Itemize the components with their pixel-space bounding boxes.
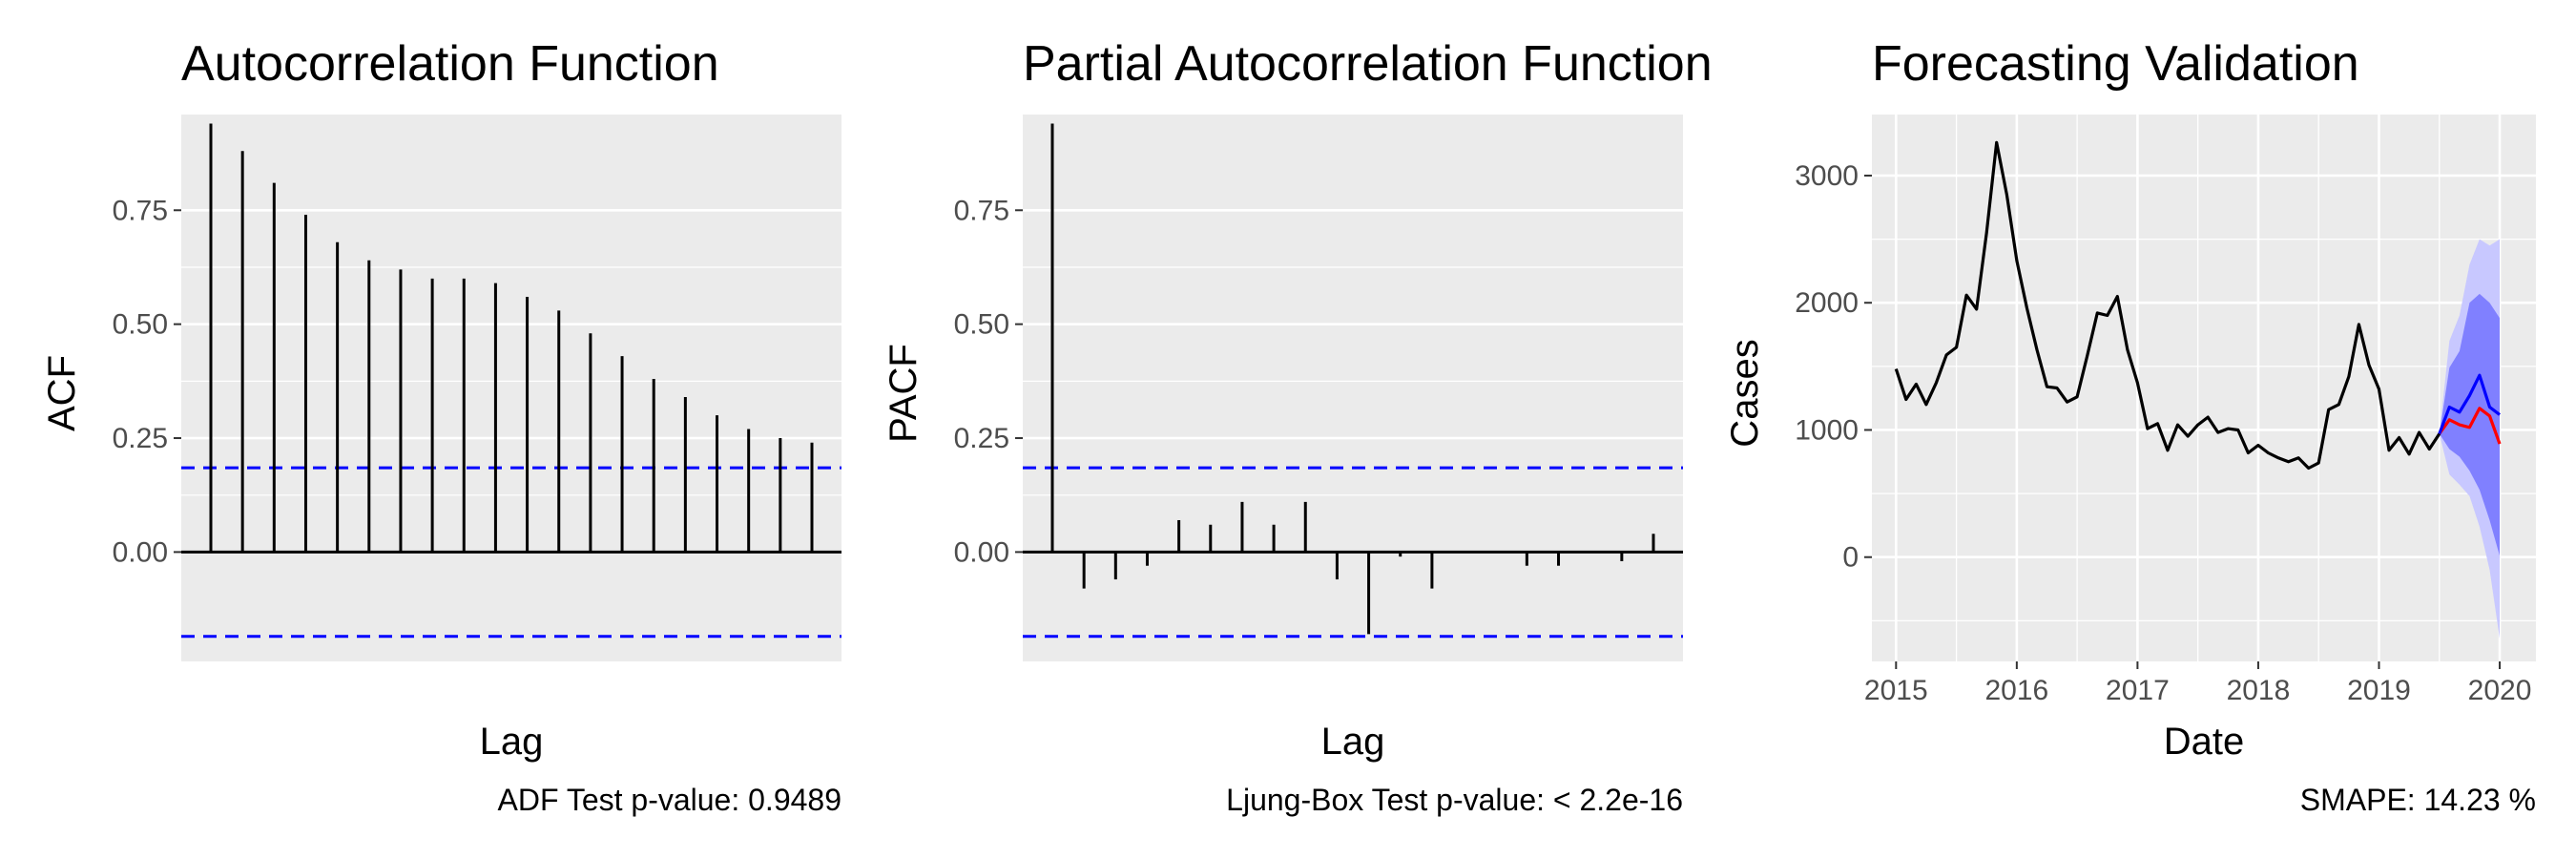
forecast-y-tick-label: 0: [1842, 542, 1859, 574]
pacf-y-tick-label: 0.75: [954, 195, 1009, 226]
acf-ylabel: ACF: [41, 355, 83, 431]
forecast-caption: SMAPE: 14.23 %: [2300, 783, 2536, 817]
forecast-panel: Forecasting Validation 2015 2016 2017 2018 2…: [1724, 36, 2536, 817]
forecast-x-tick-label: 2016: [1984, 675, 2048, 706]
acf-panel-background: [181, 115, 841, 661]
actual-test-series-line: [2438, 407, 2502, 445]
forecast-x-tick-label: 2019: [2347, 675, 2411, 706]
pacf-caption: Ljung-Box Test p-value: < 2.2e-16: [1226, 783, 1683, 817]
pacf-y-tick-label: 0.25: [954, 423, 1009, 454]
pacf-title-clip: Partial Autocorrelation Function: [1023, 36, 1713, 92]
forecast-x-tick-label: 2015: [1864, 675, 1928, 706]
pacf-title: Partial Autocorrelation Function: [1023, 36, 1713, 92]
pacf-y-tick-label: 0.00: [954, 536, 1009, 568]
acf-xlabel: Lag: [480, 721, 544, 763]
forecast-plot: 2015 2016 2017 2018 2019 2020 0 1000 2000 3000: [1795, 115, 2536, 706]
acf-y-tick-label: 0.75: [113, 195, 168, 226]
forecast-ylabel: Cases: [1724, 339, 1766, 447]
acf-caption: ADF Test p-value: 0.9489: [498, 783, 842, 817]
forecast-panel-background: [1872, 115, 2536, 661]
pacf-panel: Partial Autocorrelation Function 0.00 0.2…: [883, 36, 1713, 817]
acf-title: Autocorrelation Function: [181, 36, 719, 92]
acf-y-tick-label: 0.50: [113, 309, 168, 341]
forecast-x-tick-label: 2017: [2106, 675, 2170, 706]
forecast-x-tick-label: 2020: [2468, 675, 2532, 706]
acf-panel: Autocorrelation Function 0.00 0.25 0.50 0.7…: [41, 36, 841, 817]
observed-series-line: [1894, 140, 2441, 471]
acf-plot: 0.00 0.25 0.50 0.75: [113, 115, 841, 661]
forecast-y-tick-label: 1000: [1795, 414, 1859, 446]
forecast-xlabel: Date: [2164, 721, 2245, 763]
acf-y-tick-label: 0.00: [113, 536, 168, 568]
forecast-y-tick-label: 2000: [1795, 287, 1859, 319]
pacf-xlabel: Lag: [1321, 721, 1385, 763]
forecast-y-tick-label: 3000: [1795, 160, 1859, 192]
forecast-series-line: [2438, 373, 2501, 435]
acf-y-tick-label: 0.25: [113, 423, 168, 454]
pacf-panel-background: [1023, 115, 1683, 661]
forecast-x-tick-label: 2018: [2227, 675, 2291, 706]
forecast-title: Forecasting Validation: [1872, 36, 2359, 92]
pacf-plot: 0.00 0.25 0.50 0.75: [954, 115, 1683, 661]
pacf-ylabel: PACF: [883, 344, 924, 443]
pacf-y-tick-label: 0.50: [954, 309, 1009, 341]
